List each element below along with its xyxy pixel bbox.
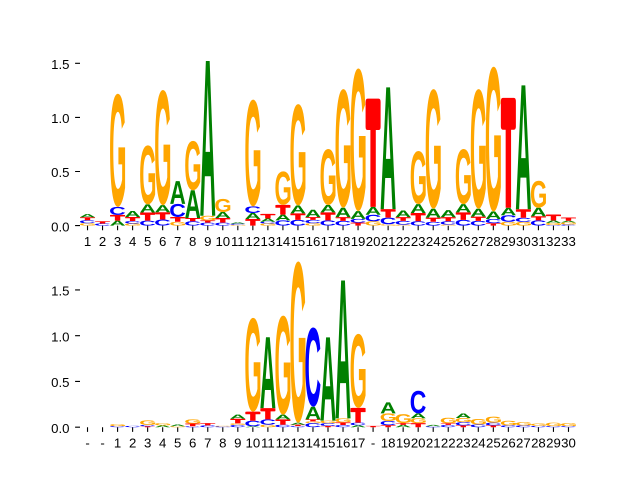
svg-text:1.0: 1.0 (51, 329, 69, 344)
svg-text:0.0: 0.0 (51, 219, 69, 234)
svg-text:33: 33 (561, 234, 576, 249)
svg-text:5: 5 (174, 436, 181, 451)
svg-text:28: 28 (486, 234, 501, 249)
svg-text:3: 3 (144, 436, 151, 451)
svg-text:29: 29 (501, 234, 516, 249)
svg-text:1: 1 (84, 234, 91, 249)
svg-text:-: - (85, 436, 89, 451)
svg-text:23: 23 (411, 234, 426, 249)
svg-text:22: 22 (441, 436, 456, 451)
svg-text:30: 30 (516, 234, 531, 249)
svg-text:21: 21 (381, 234, 396, 249)
svg-text:12: 12 (276, 436, 291, 451)
svg-text:26: 26 (456, 234, 471, 249)
svg-text:6: 6 (189, 436, 196, 451)
svg-text:18: 18 (336, 234, 351, 249)
svg-text:7: 7 (174, 234, 181, 249)
svg-text:12: 12 (246, 234, 261, 249)
svg-text:5: 5 (144, 234, 151, 249)
svg-text:16: 16 (336, 436, 351, 451)
svg-text:8: 8 (219, 436, 226, 451)
svg-text:16: 16 (306, 234, 321, 249)
svg-text:25: 25 (441, 234, 456, 249)
svg-text:0.5: 0.5 (51, 165, 69, 180)
svg-text:2: 2 (129, 436, 136, 451)
svg-text:27: 27 (471, 234, 486, 249)
svg-text:22: 22 (396, 234, 411, 249)
svg-text:1.5: 1.5 (51, 284, 69, 299)
svg-text:2: 2 (99, 234, 106, 249)
svg-text:17: 17 (351, 436, 366, 451)
svg-text:28: 28 (531, 436, 546, 451)
svg-text:7: 7 (204, 436, 211, 451)
svg-text:11: 11 (231, 234, 245, 249)
svg-text:9: 9 (204, 234, 211, 249)
svg-text:11: 11 (261, 436, 275, 451)
svg-text:17: 17 (321, 234, 336, 249)
svg-text:10: 10 (215, 234, 230, 249)
svg-text:13: 13 (261, 234, 276, 249)
svg-text:20: 20 (366, 234, 381, 249)
svg-text:-: - (100, 436, 104, 451)
svg-text:8: 8 (189, 234, 196, 249)
svg-text:19: 19 (396, 436, 411, 451)
svg-text:32: 32 (546, 234, 561, 249)
svg-text:1.5: 1.5 (51, 57, 69, 72)
svg-text:0.5: 0.5 (51, 375, 69, 390)
svg-text:24: 24 (471, 436, 486, 451)
svg-text:1: 1 (114, 436, 121, 451)
svg-text:0.0: 0.0 (51, 421, 69, 436)
svg-text:15: 15 (321, 436, 336, 451)
svg-text:30: 30 (561, 436, 576, 451)
svg-text:18: 18 (381, 436, 396, 451)
svg-text:10: 10 (246, 436, 261, 451)
svg-text:24: 24 (426, 234, 441, 249)
svg-text:25: 25 (486, 436, 501, 451)
svg-text:1.0: 1.0 (51, 111, 69, 126)
svg-text:14: 14 (306, 436, 321, 451)
svg-text:21: 21 (426, 436, 441, 451)
svg-text:23: 23 (456, 436, 471, 451)
svg-text:29: 29 (546, 436, 561, 451)
svg-text:4: 4 (159, 436, 166, 451)
svg-text:27: 27 (516, 436, 531, 451)
svg-text:13: 13 (291, 436, 306, 451)
svg-text:19: 19 (351, 234, 366, 249)
svg-text:4: 4 (129, 234, 136, 249)
svg-text:20: 20 (411, 436, 426, 451)
svg-text:9: 9 (234, 436, 241, 451)
svg-text:31: 31 (531, 234, 546, 249)
svg-text:3: 3 (114, 234, 121, 249)
svg-text:-: - (371, 436, 375, 451)
svg-text:6: 6 (159, 234, 166, 249)
svg-text:14: 14 (276, 234, 291, 249)
svg-text:26: 26 (501, 436, 516, 451)
svg-text:15: 15 (291, 234, 306, 249)
